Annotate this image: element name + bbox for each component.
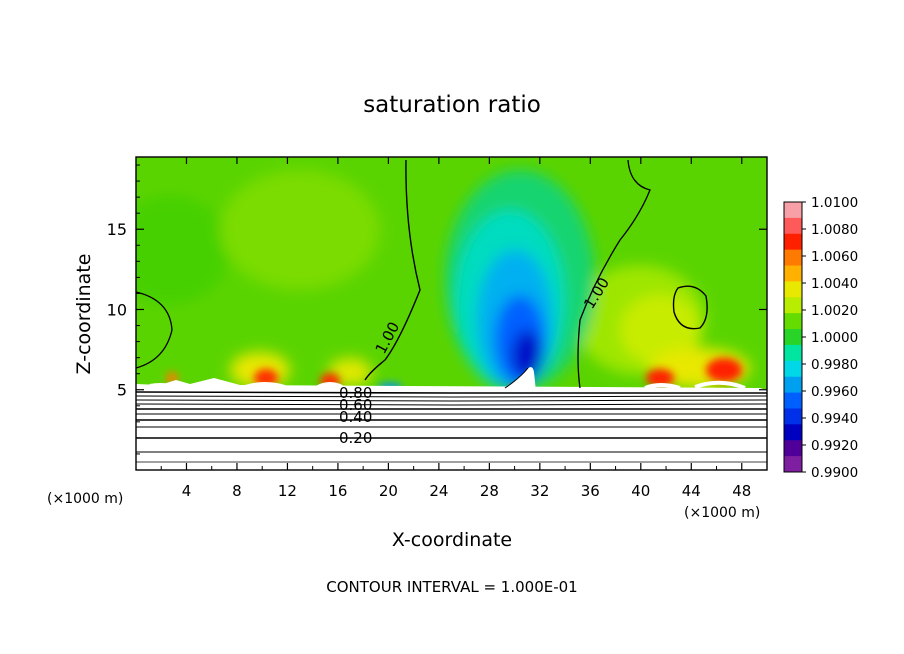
colorbar-segment	[784, 202, 802, 219]
colorbar-segment	[784, 281, 802, 298]
colorbar: 1.0100 1.0080 1.0060 1.0040 1.0020 1.0000 0.99…	[783, 195, 858, 481]
y-tick-label: 15	[107, 220, 127, 239]
y-axis: 5 10 15	[107, 164, 767, 455]
x-tick-label: 40	[631, 482, 650, 500]
contour-label: 0.60	[339, 396, 372, 414]
colorbar-tick-label: 1.0060	[811, 249, 858, 265]
colorbar-tick-label: 1.0020	[811, 303, 858, 319]
colorbar-tick-label: 0.9920	[811, 438, 858, 454]
x-tick-label: 12	[278, 482, 297, 500]
colorbar-tick-label: 1.0100	[811, 195, 858, 211]
colorbar-segment	[784, 297, 802, 314]
colorbar-tick-label: 0.9940	[811, 411, 858, 427]
colorbar-segment	[784, 360, 802, 378]
x-tick-label: 8	[232, 482, 242, 500]
colorbar-tick-label: 1.0000	[811, 330, 858, 346]
colorbar-segment	[784, 424, 802, 441]
colorbar-segment	[784, 313, 802, 330]
x-tick-label: 24	[429, 482, 448, 500]
colorbar-segment	[784, 440, 802, 457]
x-tick-label: 36	[581, 482, 600, 500]
colorbar-segment	[784, 329, 802, 346]
contour-label: 0.20	[339, 429, 372, 447]
x-tick-label: 32	[530, 482, 549, 500]
colorbar-segment	[784, 217, 802, 235]
y-axis-title: Z-coordinate	[73, 254, 95, 375]
y-tick-label: 5	[117, 381, 127, 400]
x-tick-label: 48	[732, 482, 751, 500]
x-unit-right: (×1000 m)	[684, 505, 760, 521]
contour-label: 0.40	[339, 408, 372, 426]
colorbar-segment	[784, 392, 802, 409]
colorbar-segment	[784, 249, 802, 267]
contour-lines	[136, 159, 767, 463]
colorbar-tick-label: 0.9900	[811, 465, 858, 481]
colorbar-tick-label: 0.9980	[811, 357, 858, 373]
colorbar-segment	[784, 233, 802, 251]
x-unit-left: (×1000 m)	[47, 491, 123, 507]
x-tick-label: 16	[328, 482, 347, 500]
x-tick-label: 4	[182, 482, 192, 500]
colorbar-segment	[784, 376, 802, 394]
x-tick-label: 44	[682, 482, 701, 500]
colorbar-segment	[784, 408, 802, 425]
colorbar-segment	[784, 344, 802, 362]
saturation-field	[136, 157, 767, 470]
x-axis: 4 8 12 16 20 24 28 32 36 40 44 48	[160, 157, 751, 500]
x-tick-label: 20	[379, 482, 398, 500]
x-axis-title: X-coordinate	[392, 529, 512, 551]
colorbar-tick-label: 0.9960	[811, 384, 858, 400]
contour-label: 0.80	[339, 384, 372, 402]
colorbar-tick-label: 1.0080	[811, 222, 858, 238]
plot-frame	[135, 156, 768, 471]
contour-interval-note: CONTOUR INTERVAL = 1.000E-01	[326, 578, 577, 596]
plot-area	[136, 157, 767, 470]
chart-title: saturation ratio	[363, 92, 541, 118]
colorbar-tick-label: 1.0040	[811, 276, 858, 292]
y-tick-label: 10	[107, 300, 127, 319]
x-tick-label: 28	[480, 482, 499, 500]
colorbar-segment	[784, 265, 802, 282]
colorbar-segment	[784, 456, 802, 473]
